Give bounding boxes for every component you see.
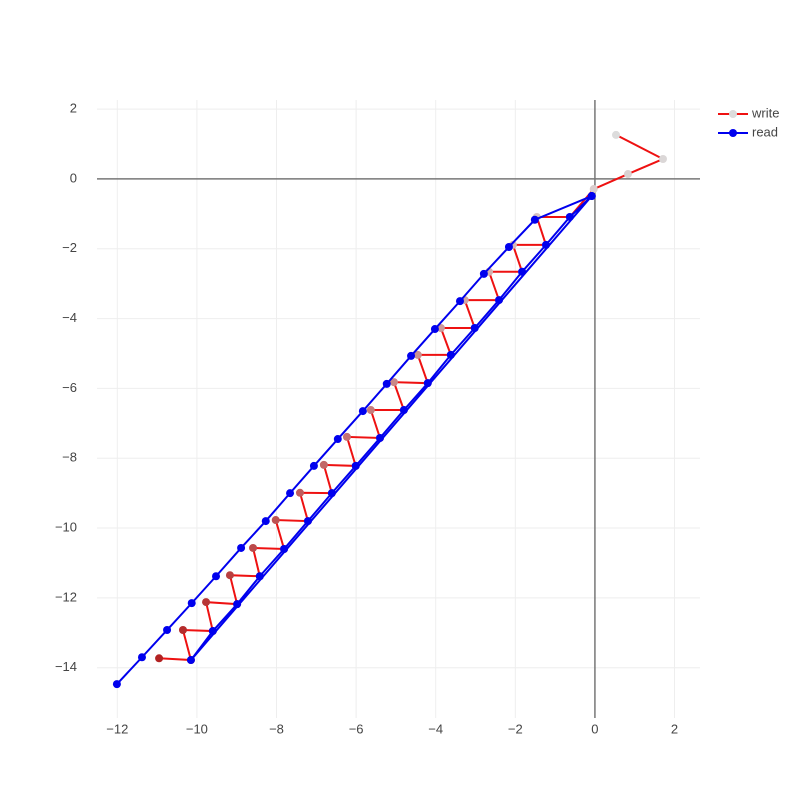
marker <box>413 350 422 359</box>
marker <box>155 654 164 663</box>
marker <box>319 460 328 469</box>
marker <box>479 269 488 278</box>
marker <box>587 192 596 201</box>
y-tick-label: −4 <box>62 310 77 325</box>
marker <box>309 461 318 470</box>
marker <box>249 543 258 552</box>
marker <box>208 627 217 636</box>
marker <box>541 240 550 249</box>
marker <box>178 626 187 635</box>
marker <box>366 406 375 415</box>
marker <box>202 598 211 607</box>
legend-marker <box>729 110 737 118</box>
x-tick-label: −10 <box>186 721 208 736</box>
line <box>159 134 666 662</box>
marker <box>530 215 539 224</box>
marker <box>375 433 384 442</box>
marker <box>261 517 270 526</box>
y-tick-label: 0 <box>70 170 77 185</box>
x-tick-label: 0 <box>591 721 598 736</box>
marker <box>495 296 503 305</box>
marker <box>389 378 398 387</box>
y-tick-label: −10 <box>55 519 77 534</box>
marker <box>399 406 408 415</box>
marker <box>237 543 246 552</box>
marker <box>333 435 342 444</box>
marker <box>327 489 336 498</box>
marker <box>430 325 439 334</box>
marker <box>423 379 432 388</box>
x-tick-label: −2 <box>508 721 523 736</box>
y-tick-label: −2 <box>62 240 77 255</box>
marker <box>255 572 264 581</box>
marker <box>112 680 121 689</box>
marker <box>225 571 234 580</box>
x-tick-label: −12 <box>106 721 128 736</box>
marker <box>446 350 455 359</box>
x-tick-label: −4 <box>428 721 443 736</box>
y-tick-label: −8 <box>62 450 77 465</box>
marker <box>658 155 667 164</box>
marker <box>382 379 391 388</box>
marker <box>351 461 360 470</box>
marker <box>518 267 527 276</box>
marker <box>233 600 242 609</box>
y-tick-label: −6 <box>62 380 77 395</box>
marker <box>470 323 479 332</box>
marker <box>565 212 574 221</box>
y-tick-label: −12 <box>55 589 77 604</box>
marker <box>295 488 304 497</box>
marker <box>407 351 416 360</box>
legend-item: write <box>718 105 779 120</box>
marker <box>187 599 196 608</box>
marker <box>504 242 513 251</box>
marker <box>280 545 289 554</box>
legend-label: read <box>752 124 778 139</box>
x-tick-label: −6 <box>349 721 364 736</box>
marker <box>271 516 280 525</box>
marker <box>137 653 146 662</box>
legend-marker <box>729 129 737 137</box>
y-tick-label: −14 <box>55 659 77 674</box>
marker <box>342 432 351 441</box>
marker <box>623 170 632 179</box>
marker <box>286 489 295 498</box>
marker <box>455 297 464 306</box>
x-tick-label: 2 <box>671 721 678 736</box>
legend-label: write <box>751 105 779 120</box>
x-tick-label: −8 <box>269 721 284 736</box>
marker <box>303 517 312 526</box>
marker <box>612 130 621 139</box>
marker <box>589 185 598 194</box>
marker <box>358 407 367 416</box>
marker <box>163 626 172 635</box>
y-tick-label: 2 <box>70 101 77 116</box>
marker <box>212 572 221 581</box>
legend-item: read <box>718 124 778 139</box>
marker <box>186 656 195 665</box>
